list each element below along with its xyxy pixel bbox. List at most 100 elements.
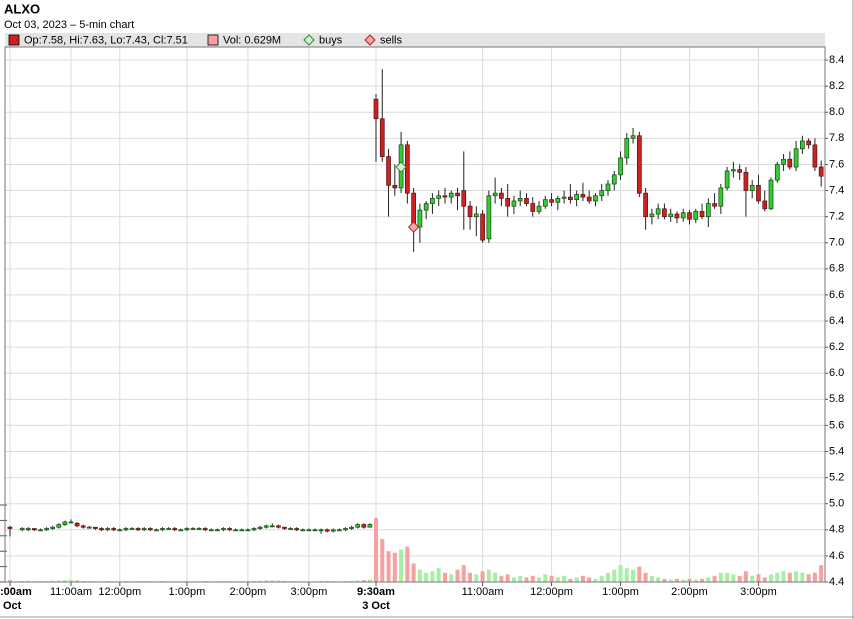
y-tick-label: 5.6 <box>829 419 844 431</box>
y-tick-label: 5.8 <box>829 393 844 405</box>
volume-bar <box>593 578 598 582</box>
candle-body <box>655 208 661 215</box>
candle-body <box>56 524 62 528</box>
y-tick-label: 4.8 <box>829 524 844 536</box>
candle-body <box>542 199 548 207</box>
volume-bar <box>662 578 667 582</box>
x-tick-label: 2:00pm <box>230 586 267 598</box>
candle-body <box>93 526 98 529</box>
candle-body <box>379 118 385 157</box>
volume-bar <box>468 572 473 582</box>
candle-body <box>480 213 485 241</box>
volume-bar <box>562 575 567 582</box>
candle-body <box>749 184 755 191</box>
candle-body <box>505 198 511 207</box>
candle-body <box>349 526 354 529</box>
grid: 4.4 4.6 4.8 5.0 5.2 5.4 5.6 5.8 6.0 6.2 6.4 6.6 6.8 7… <box>0 47 844 612</box>
candle-body <box>662 208 667 217</box>
volume-bar <box>349 580 354 582</box>
candle-body <box>233 529 239 532</box>
volume-bar <box>656 577 661 582</box>
candle-body <box>178 529 184 532</box>
candle-body <box>455 192 460 197</box>
volume-bar <box>258 580 263 582</box>
volume-bar <box>69 579 73 582</box>
x-tick-label: 11:00am <box>50 586 92 598</box>
volume-bar <box>794 571 799 582</box>
candle-body <box>355 524 361 528</box>
volume-bar <box>631 569 636 582</box>
candle-body <box>423 203 429 211</box>
volume-bar <box>668 579 673 582</box>
volume-bar <box>618 565 623 582</box>
candle-body <box>288 528 293 530</box>
volume-bar <box>417 569 422 582</box>
candle-body <box>436 195 442 199</box>
candle-body <box>117 529 123 532</box>
y-tick-label: 7.6 <box>829 158 844 170</box>
volume-bar <box>461 565 466 582</box>
volume-bar <box>449 574 454 582</box>
price-pane <box>7 69 824 537</box>
candle-body <box>793 148 799 168</box>
candle-body <box>618 157 623 176</box>
candle-body <box>294 528 300 531</box>
legend-volume-swatch <box>207 34 219 46</box>
candle-body <box>812 144 818 168</box>
volume-bar <box>737 575 742 582</box>
volume-bar <box>605 572 610 582</box>
candle-body <box>269 525 275 528</box>
volume-bar <box>537 577 542 582</box>
candle-body <box>276 525 281 528</box>
candle-body <box>196 528 202 530</box>
candle-body <box>166 528 171 530</box>
candle-body <box>536 205 542 212</box>
volume-bar <box>276 580 281 582</box>
y-tick-label: 5.4 <box>829 445 844 457</box>
y-tick-label: 6.6 <box>829 289 844 301</box>
candle-body <box>343 528 348 531</box>
volume-bar <box>781 571 786 582</box>
y-tick-label: 7.0 <box>829 237 844 249</box>
volume-bar <box>493 572 498 582</box>
candle-body <box>561 196 567 199</box>
volume-bar <box>775 572 780 582</box>
legend-volume: Vol: 0.629M <box>223 34 281 46</box>
legend-price-swatch <box>8 34 20 46</box>
candle-body <box>762 200 768 210</box>
candle-body <box>221 528 226 531</box>
y-tick-label: 5.2 <box>829 472 844 484</box>
candle-body <box>712 203 717 207</box>
candle-body <box>386 156 391 186</box>
x-tick-label: 1:00pm <box>169 586 206 598</box>
candle-body <box>743 171 749 191</box>
volume-bar <box>430 571 435 582</box>
candle-body <box>781 158 786 165</box>
candle-body <box>649 213 655 217</box>
candle-body <box>737 169 743 173</box>
legend-buys: buys <box>319 34 343 46</box>
volume-bar <box>762 577 767 582</box>
volume-bar <box>319 580 324 582</box>
candle-body <box>705 203 711 217</box>
candle-body <box>324 529 330 532</box>
candle-body <box>568 196 573 201</box>
volume-bar <box>800 572 805 582</box>
volume-bar <box>543 574 548 582</box>
y-tick-label: 7.2 <box>829 211 844 223</box>
candle-body <box>605 183 611 191</box>
volume-bar <box>819 565 824 582</box>
candle-body <box>99 528 104 531</box>
candle-body <box>172 528 178 531</box>
x-tick-label: 12:00pm <box>530 586 573 598</box>
volume-bar <box>399 549 404 582</box>
volume-bar <box>264 580 269 582</box>
candle-body <box>680 212 686 219</box>
candle-body <box>7 526 13 529</box>
y-tick-label: 8.0 <box>829 106 844 118</box>
volume-bar <box>436 568 441 582</box>
candle-body <box>511 200 517 207</box>
volume-bar <box>812 572 817 582</box>
